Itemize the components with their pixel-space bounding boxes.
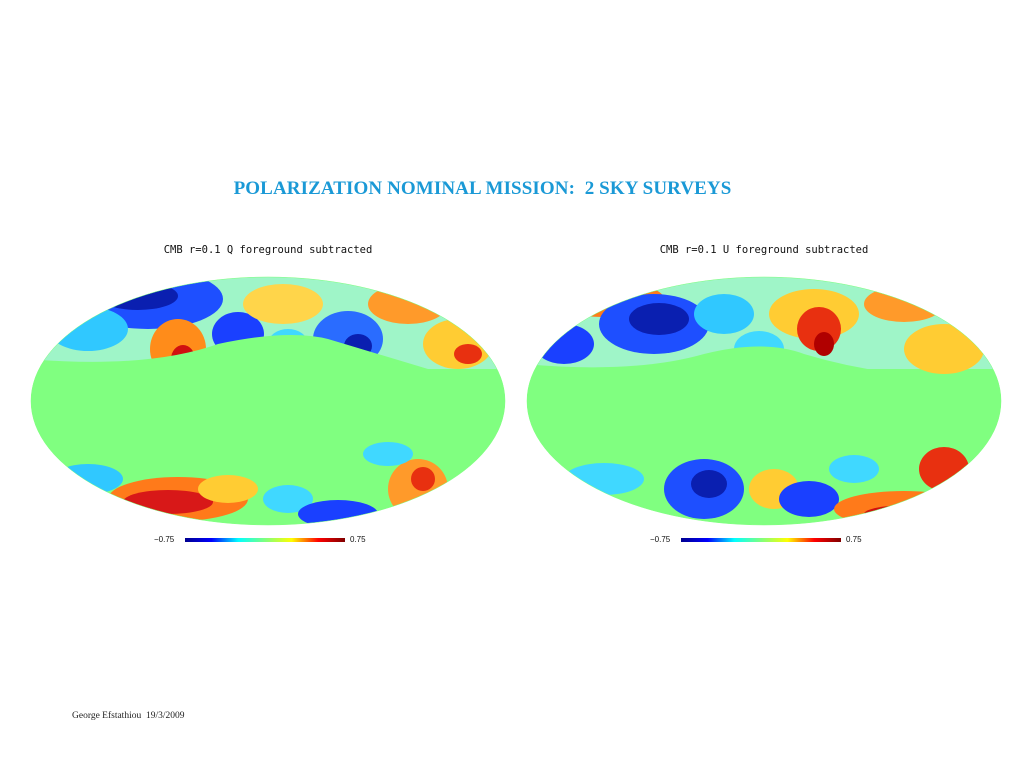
u-mask-band <box>527 346 1001 468</box>
q-colorbar-gradient <box>185 538 345 542</box>
q-mask-band <box>31 335 505 472</box>
u-colorbar-max: 0.75 <box>846 535 862 544</box>
u-colorbar: −0.75 0.75 <box>524 535 1004 547</box>
slide-title: POLARIZATION NOMINAL MISSION: 2 SKY SURV… <box>233 178 732 199</box>
u-map-panel: CMB r=0.1 U foreground subtracted <box>524 240 1004 560</box>
u-map-caption: CMB r=0.1 U foreground subtracted <box>659 244 869 256</box>
u-colorbar-min: −0.75 <box>650 535 671 544</box>
q-colorbar-min: −0.75 <box>154 535 175 544</box>
q-mollweide-map <box>30 276 506 526</box>
q-map-panel: CMB r=0.1 Q foreground subtracted <box>28 240 508 560</box>
footer-author-date: George Efstathiou 19/3/2009 <box>72 711 185 721</box>
u-colorbar-gradient <box>681 538 841 542</box>
q-map-caption: CMB r=0.1 Q foreground subtracted <box>163 244 373 256</box>
q-colorbar: −0.75 0.75 <box>28 535 508 547</box>
u-mollweide-map <box>526 276 1002 526</box>
q-colorbar-max: 0.75 <box>350 535 366 544</box>
